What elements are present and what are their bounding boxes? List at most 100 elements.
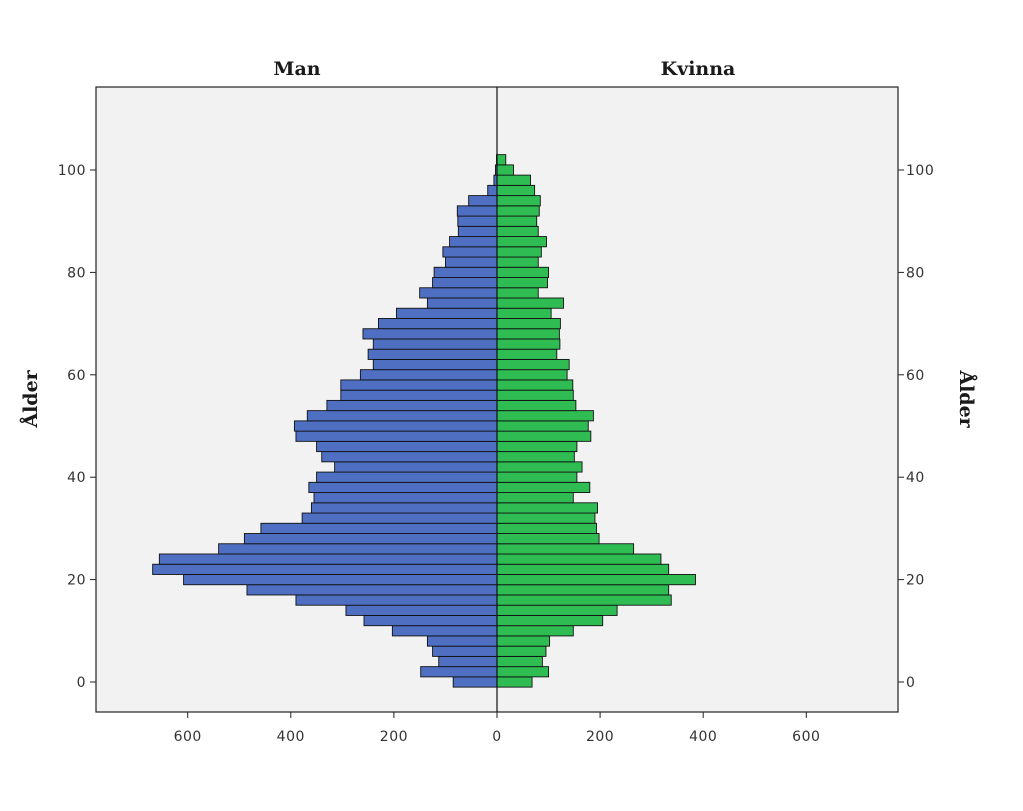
bar-kvinna-age-44	[496, 451, 575, 463]
bar-man-age-58	[340, 379, 498, 391]
bar-man-age-96	[487, 184, 498, 197]
bar-man-age-28	[243, 533, 498, 545]
bar-kvinna-age-86	[496, 236, 547, 248]
bar-kvinna-age-102	[496, 154, 507, 166]
bar-kvinna-age-68	[496, 328, 560, 340]
y-tick-label-left: 80	[67, 265, 86, 281]
bar-kvinna-age-84	[496, 246, 542, 258]
right-y-axis: 0 20 40 60 80 100	[898, 163, 934, 691]
bar-man-age-92	[456, 205, 498, 217]
bar-man-age-52	[306, 410, 498, 422]
bar-kvinna-age-4	[496, 655, 543, 668]
bar-kvinna-age-74	[496, 297, 564, 309]
left-y-axis-label: Ålder	[19, 369, 42, 428]
x-tick-label: 400	[689, 729, 717, 745]
bar-kvinna-age-12	[496, 614, 604, 627]
panel-title-kvinna: Kvinna	[661, 58, 736, 80]
panel-title-man: Man	[273, 58, 320, 80]
bar-man-age-16	[295, 594, 498, 606]
y-tick-label-right: 40	[906, 470, 925, 486]
bar-kvinna-age-34	[496, 502, 598, 514]
bar-man-age-64	[367, 348, 498, 360]
bar-kvinna-age-40	[496, 471, 578, 483]
bar-man-age-30	[260, 522, 498, 534]
x-tick-label: 200	[586, 729, 614, 745]
male-bars	[152, 154, 498, 688]
y-tick-label-left: 100	[58, 163, 86, 179]
bar-kvinna-age-80	[496, 266, 549, 278]
bar-man-age-72	[396, 307, 498, 319]
bar-kvinna-age-38	[496, 481, 591, 494]
bar-kvinna-age-24	[496, 553, 662, 565]
bar-man-age-76	[419, 287, 498, 299]
bar-man-age-66	[372, 338, 498, 350]
bar-kvinna-age-72	[496, 307, 552, 319]
bar-man-age-70	[377, 318, 498, 330]
bar-kvinna-age-82	[496, 256, 539, 268]
bar-kvinna-age-92	[496, 205, 540, 217]
right-y-axis-label: Ålder	[955, 369, 978, 428]
bar-man-age-34	[310, 502, 498, 514]
bar-man-age-90	[457, 215, 498, 227]
bar-kvinna-age-46	[496, 440, 578, 453]
bar-kvinna-age-56	[496, 389, 574, 401]
bar-man-age-22	[152, 563, 498, 575]
bar-kvinna-age-10	[496, 625, 574, 637]
bar-kvinna-age-66	[496, 338, 561, 350]
bar-man-age-86	[449, 236, 498, 248]
bar-kvinna-age-48	[496, 430, 592, 442]
bar-man-age-50	[293, 420, 498, 432]
bar-man-age-8	[426, 635, 498, 647]
bar-kvinna-age-30	[496, 522, 597, 534]
y-tick-label-right: 100	[906, 163, 934, 179]
bar-man-age-68	[362, 328, 498, 340]
bar-kvinna-age-14	[496, 604, 618, 616]
bar-man-age-18	[246, 584, 498, 596]
bar-man-age-74	[426, 297, 498, 309]
bar-kvinna-age-32	[496, 512, 596, 524]
bar-man-age-10	[391, 625, 498, 637]
bar-kvinna-age-50	[496, 420, 589, 432]
bar-man-age-56	[340, 389, 498, 401]
y-tick-label-left: 60	[67, 368, 86, 384]
y-tick-label-right: 60	[906, 368, 925, 384]
bar-man-age-94	[468, 195, 498, 207]
bar-man-age-40	[316, 471, 498, 483]
left-y-axis: 0 20 40 60 80 100	[58, 163, 96, 691]
bar-man-age-80	[433, 266, 498, 278]
bar-kvinna-age-60	[496, 369, 568, 381]
bar-kvinna-age-6	[496, 645, 547, 657]
bar-kvinna-age-8	[496, 635, 551, 647]
bar-man-age-0	[452, 676, 498, 688]
bar-kvinna-age-18	[496, 584, 670, 596]
bar-kvinna-age-88	[496, 225, 539, 238]
bar-kvinna-age-98	[496, 174, 531, 186]
bar-kvinna-age-78	[496, 277, 548, 289]
bar-man-age-24	[158, 553, 498, 565]
bar-man-age-44	[321, 451, 498, 463]
y-tick-label-left: 0	[77, 675, 86, 691]
bar-kvinna-age-100	[496, 164, 514, 176]
bar-man-age-78	[432, 277, 498, 289]
bar-man-age-62	[372, 358, 498, 371]
bar-man-age-38	[308, 481, 498, 494]
bar-kvinna-age-94	[496, 195, 541, 207]
y-tick-label-left: 20	[67, 573, 86, 589]
bar-man-age-54	[326, 399, 498, 412]
bar-kvinna-age-58	[496, 379, 574, 391]
bar-kvinna-age-62	[496, 358, 570, 371]
bar-man-age-20	[183, 574, 498, 586]
bar-man-age-26	[218, 543, 498, 555]
y-tick-label-right: 0	[906, 675, 915, 691]
bar-man-age-36	[313, 492, 498, 504]
bar-man-age-88	[457, 225, 498, 238]
x-tick-label: 600	[792, 729, 820, 745]
bar-kvinna-age-26	[496, 543, 635, 555]
bar-man-age-60	[359, 369, 498, 381]
y-tick-label-right: 20	[906, 573, 925, 589]
bar-man-age-82	[445, 256, 498, 268]
x-tick-label: 0	[492, 729, 501, 745]
y-tick-label-right: 80	[906, 265, 925, 281]
bar-man-age-32	[301, 512, 498, 524]
